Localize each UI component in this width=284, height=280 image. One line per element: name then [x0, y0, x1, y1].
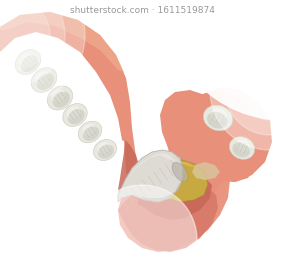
Ellipse shape [236, 139, 250, 152]
Polygon shape [118, 108, 260, 252]
Ellipse shape [203, 105, 233, 131]
Ellipse shape [83, 127, 99, 141]
Circle shape [0, 0, 65, 85]
Ellipse shape [211, 108, 227, 122]
Ellipse shape [172, 162, 188, 182]
Polygon shape [118, 150, 183, 202]
Ellipse shape [68, 109, 85, 124]
Ellipse shape [229, 137, 255, 159]
Circle shape [225, 45, 284, 135]
Ellipse shape [82, 124, 95, 136]
Circle shape [12, 10, 272, 270]
Ellipse shape [47, 86, 73, 110]
Ellipse shape [78, 121, 102, 143]
Circle shape [240, 60, 284, 120]
Polygon shape [160, 162, 196, 168]
Polygon shape [125, 153, 176, 185]
Ellipse shape [19, 53, 33, 67]
Polygon shape [0, 12, 124, 72]
Ellipse shape [37, 73, 54, 90]
Ellipse shape [93, 139, 116, 160]
Ellipse shape [31, 68, 57, 92]
Ellipse shape [15, 50, 41, 74]
Polygon shape [138, 175, 212, 220]
Polygon shape [118, 185, 218, 252]
Circle shape [0, 0, 50, 70]
Polygon shape [118, 140, 140, 198]
Circle shape [164, 0, 284, 120]
Circle shape [42, 40, 242, 240]
Circle shape [224, 220, 284, 280]
Circle shape [210, 30, 284, 150]
Polygon shape [200, 88, 255, 100]
Polygon shape [192, 162, 220, 180]
Circle shape [0, 200, 80, 280]
Ellipse shape [53, 92, 70, 108]
Ellipse shape [63, 104, 87, 127]
Ellipse shape [67, 107, 80, 119]
Circle shape [87, 185, 197, 280]
Polygon shape [196, 88, 272, 182]
Ellipse shape [98, 145, 114, 159]
Ellipse shape [51, 89, 65, 102]
Ellipse shape [232, 142, 250, 157]
Ellipse shape [207, 112, 227, 129]
Ellipse shape [97, 142, 110, 154]
Ellipse shape [35, 71, 49, 85]
Circle shape [0, 0, 85, 105]
Polygon shape [0, 18, 130, 145]
Polygon shape [140, 182, 180, 202]
Polygon shape [0, 12, 232, 210]
Text: shutterstock.com · 1611519874: shutterstock.com · 1611519874 [70, 6, 214, 15]
Polygon shape [153, 160, 208, 202]
Ellipse shape [21, 55, 38, 72]
